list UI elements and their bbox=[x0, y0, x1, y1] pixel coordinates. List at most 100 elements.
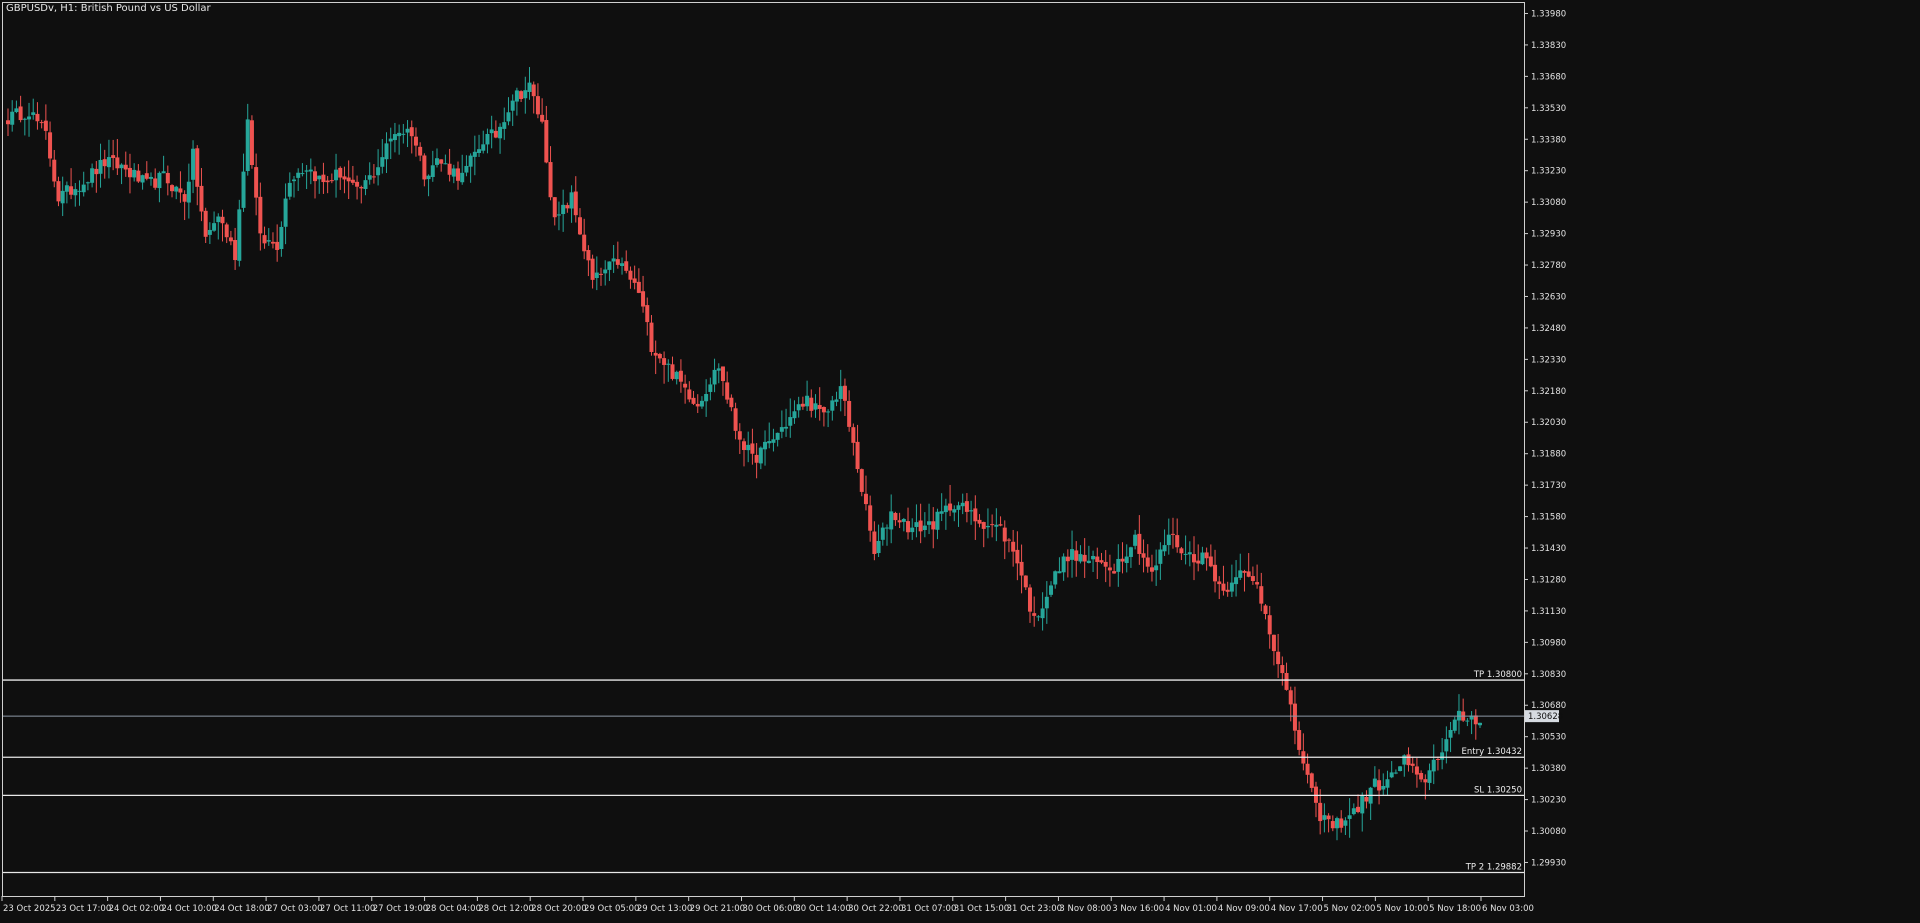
candle-body bbox=[174, 186, 179, 192]
candle-body bbox=[800, 403, 805, 407]
candle-body bbox=[615, 259, 620, 265]
candle-body bbox=[1267, 615, 1272, 635]
candle-body bbox=[561, 204, 566, 215]
candle-body bbox=[1452, 719, 1457, 731]
candle-body bbox=[434, 158, 439, 165]
candle-body bbox=[195, 148, 200, 187]
candle-body bbox=[123, 164, 128, 170]
candle-body bbox=[254, 167, 259, 198]
level-label: SL 1.30250 bbox=[1474, 785, 1522, 795]
candle-body bbox=[409, 127, 414, 137]
candle-body bbox=[994, 524, 999, 527]
candle-body bbox=[241, 171, 246, 208]
price-tick-label: 1.30680 bbox=[1531, 701, 1566, 711]
candle-body bbox=[1032, 613, 1037, 616]
candle-body bbox=[317, 175, 322, 180]
candle-body bbox=[1036, 616, 1041, 618]
candle-body bbox=[342, 176, 347, 180]
time-tick-label: 3 Nov 08:00 bbox=[1059, 904, 1111, 914]
candle-body bbox=[1149, 567, 1154, 572]
candle-body bbox=[577, 217, 582, 235]
candle-body bbox=[1183, 553, 1188, 555]
candle-body bbox=[720, 366, 725, 382]
time-tick-label: 30 Oct 14:00 bbox=[795, 904, 850, 914]
candle-body bbox=[914, 522, 919, 527]
time-tick-label: 6 Nov 03:00 bbox=[1482, 904, 1534, 914]
current-price-marker bbox=[1525, 710, 1559, 723]
candle-body bbox=[245, 119, 250, 171]
candle-body bbox=[506, 112, 511, 122]
price-tick-label: 1.31580 bbox=[1531, 513, 1566, 523]
candle-body bbox=[397, 132, 402, 137]
price-tick-label: 1.33380 bbox=[1531, 135, 1566, 145]
candle-body bbox=[1377, 780, 1382, 791]
candle-body bbox=[510, 100, 515, 111]
candle-body bbox=[77, 190, 82, 192]
candle-body bbox=[207, 229, 212, 235]
time-tick-label: 29 Oct 13:00 bbox=[637, 904, 692, 914]
candle-body bbox=[556, 214, 561, 216]
candle-body bbox=[1112, 571, 1117, 574]
price-tick-label: 1.33980 bbox=[1531, 9, 1566, 19]
candle-body bbox=[363, 180, 368, 189]
candle-body bbox=[338, 167, 343, 178]
price-tick-label: 1.32630 bbox=[1531, 292, 1566, 302]
candle-body bbox=[678, 370, 683, 382]
candle-body bbox=[1217, 581, 1222, 585]
candle-body bbox=[6, 120, 10, 125]
candle-body bbox=[716, 368, 721, 371]
candle-body bbox=[1419, 772, 1424, 780]
time-tick-label: 3 Nov 16:00 bbox=[1112, 904, 1164, 914]
candle-body bbox=[821, 407, 826, 413]
time-tick-label: 4 Nov 17:00 bbox=[1271, 904, 1323, 914]
candle-body bbox=[763, 441, 768, 450]
candle-body bbox=[489, 129, 494, 134]
candle-body bbox=[106, 157, 111, 168]
candle-body bbox=[880, 527, 885, 540]
candle-body bbox=[262, 235, 267, 244]
candle-body bbox=[1318, 802, 1323, 822]
candle-body bbox=[443, 163, 448, 165]
candle-body bbox=[897, 520, 902, 523]
candle-body bbox=[1406, 754, 1411, 766]
candle-body bbox=[906, 521, 911, 533]
candle-body bbox=[413, 136, 418, 146]
candle-body bbox=[270, 241, 275, 244]
price-axis[interactable]: 1.33980 1.33830 1.33680 1.33530 1.33380 1.332… bbox=[1524, 9, 1566, 868]
candle-body bbox=[1246, 571, 1251, 577]
candle-body bbox=[1381, 785, 1386, 790]
candle-body bbox=[451, 168, 456, 177]
price-tick-label: 1.30980 bbox=[1531, 638, 1566, 648]
candle-body bbox=[64, 185, 69, 192]
candle-body bbox=[1179, 548, 1184, 554]
candle-body bbox=[1276, 651, 1281, 665]
candle-body bbox=[1107, 567, 1112, 571]
candle-body bbox=[1015, 549, 1020, 564]
candle-body bbox=[216, 216, 221, 223]
price-tick-label: 1.30230 bbox=[1531, 796, 1566, 806]
candle-body bbox=[620, 263, 625, 267]
candle-body bbox=[447, 163, 452, 175]
candle-body bbox=[1280, 665, 1285, 674]
candle-body bbox=[153, 178, 158, 188]
candle-body bbox=[1339, 818, 1344, 828]
candle-body bbox=[1351, 808, 1356, 815]
candle-body bbox=[1427, 770, 1432, 783]
candle-body bbox=[1335, 818, 1340, 829]
candle-body bbox=[666, 363, 671, 365]
candle-body bbox=[851, 427, 856, 443]
candle-body bbox=[224, 224, 229, 238]
level-label: Entry 1.30432 bbox=[1462, 747, 1522, 757]
candle-body bbox=[502, 122, 507, 129]
candle-body bbox=[1305, 763, 1310, 775]
candle-body bbox=[599, 273, 604, 275]
candle-body bbox=[468, 155, 473, 167]
candle-body bbox=[964, 501, 969, 512]
candle-body bbox=[771, 439, 776, 443]
current-price-label: 1.30628 bbox=[1528, 712, 1563, 722]
price-tick-label: 1.31280 bbox=[1531, 575, 1566, 585]
candle-body bbox=[893, 512, 898, 521]
